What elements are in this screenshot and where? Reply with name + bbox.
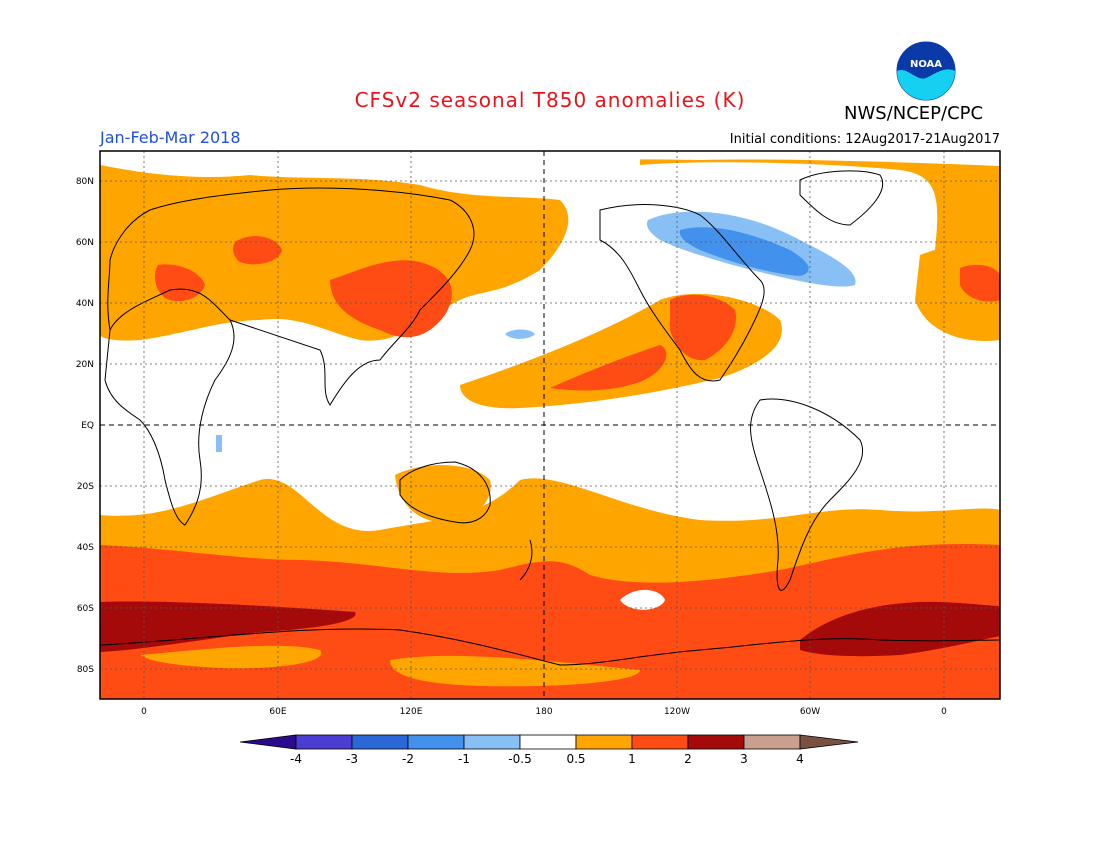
lon-label: 0 [141,707,147,717]
lat-label: EQ [81,421,94,431]
colorbar-swatch [519,734,577,750]
canada-blue [679,227,809,276]
e-europe-red [233,236,282,265]
north-america-coast [599,204,765,382]
antarctica-coast [100,628,1000,666]
colorbar-label: 1 [628,752,636,766]
colorbar-label: -1 [458,752,470,766]
polar-white-strip [100,151,1000,166]
colorbar-swatch [575,734,633,750]
colorbar-swatch [407,734,465,750]
colorbar-label: -3 [346,752,358,766]
lat-label: 40S [77,543,94,553]
africa-coast [104,288,235,526]
colorbar-label: 3 [740,752,748,766]
noaa-logo: NOAA [895,40,957,102]
colorbar-swatch [239,734,297,750]
lat-label: 60N [76,238,94,248]
colorbar-label: -4 [290,752,302,766]
mediterranean-red [154,264,205,302]
europe-edge-red [960,264,1000,302]
initial-conditions: Initial conditions: 12Aug2017-21Aug2017 [729,132,1000,147]
colorbar-swatch [631,734,689,750]
dark-red-core-west [100,601,356,652]
org-label: NWS/NCEP/CPC [844,103,984,124]
dark-red-core-east [800,601,1000,657]
lat-label: 80S [77,665,94,675]
colorbar-swatch [687,734,745,750]
npac-blue-patch [505,329,535,339]
gridlines [100,151,1000,699]
australia-coast [399,461,491,524]
figure-title: CFSv2 seasonal T850 anomalies (K) [354,88,746,112]
antarctic-orange-2 [390,655,640,687]
greenland-coast [799,170,884,226]
reference-lines [100,151,1000,699]
africa-lakes-blue [216,435,222,452]
lat-label: 80N [76,177,94,187]
australia-orange [395,465,491,523]
lon-label: 60E [269,707,286,717]
lon-label: 60W [800,707,820,717]
south-america-coast [750,398,864,591]
lon-label: 0 [941,707,947,717]
coastlines [100,170,1000,666]
logo-text: NOAA [910,59,942,70]
colorbar-label: 2 [684,752,692,766]
antarctic-orange-1 [140,645,322,669]
colorbar-label: 0.5 [566,752,586,766]
sw-north-america-red [670,294,736,361]
lat-label: 20S [77,482,94,492]
lat-label: 60S [77,604,94,614]
lat-label: 20N [76,360,94,370]
colorbar-swatch [799,734,859,750]
south-red-band [100,544,1000,699]
lat-label: 40N [76,299,94,309]
new-zealand-coast [519,539,533,581]
colorbar-swatch [463,734,521,750]
lon-label: 120W [664,707,690,717]
lon-label: 180 [535,707,552,717]
central-asia-red [330,260,452,338]
subtropical-pacific-red [550,345,667,391]
lon-labels: 0 60E 120E 180 120W 60W 0 [141,707,947,717]
colorbar-swatch [295,734,353,750]
colorbar-swatch [743,734,801,750]
forecast-period: Jan-Feb-Mar 2018 [100,128,241,147]
south-pacific-white-patch [620,589,665,610]
colorbar-swatch [351,734,409,750]
lat-labels: 80N 60N 40N 20N EQ 20S 40S 60S 80S [76,177,94,675]
map-frame [99,150,1001,700]
eurasia-coast [107,187,475,406]
colorbar-label: -2 [402,752,414,766]
colorbar-label: -0.5 [508,752,532,766]
colorbar-label: 4 [796,752,804,766]
lon-label: 120E [400,707,423,717]
colorbar [239,734,859,750]
